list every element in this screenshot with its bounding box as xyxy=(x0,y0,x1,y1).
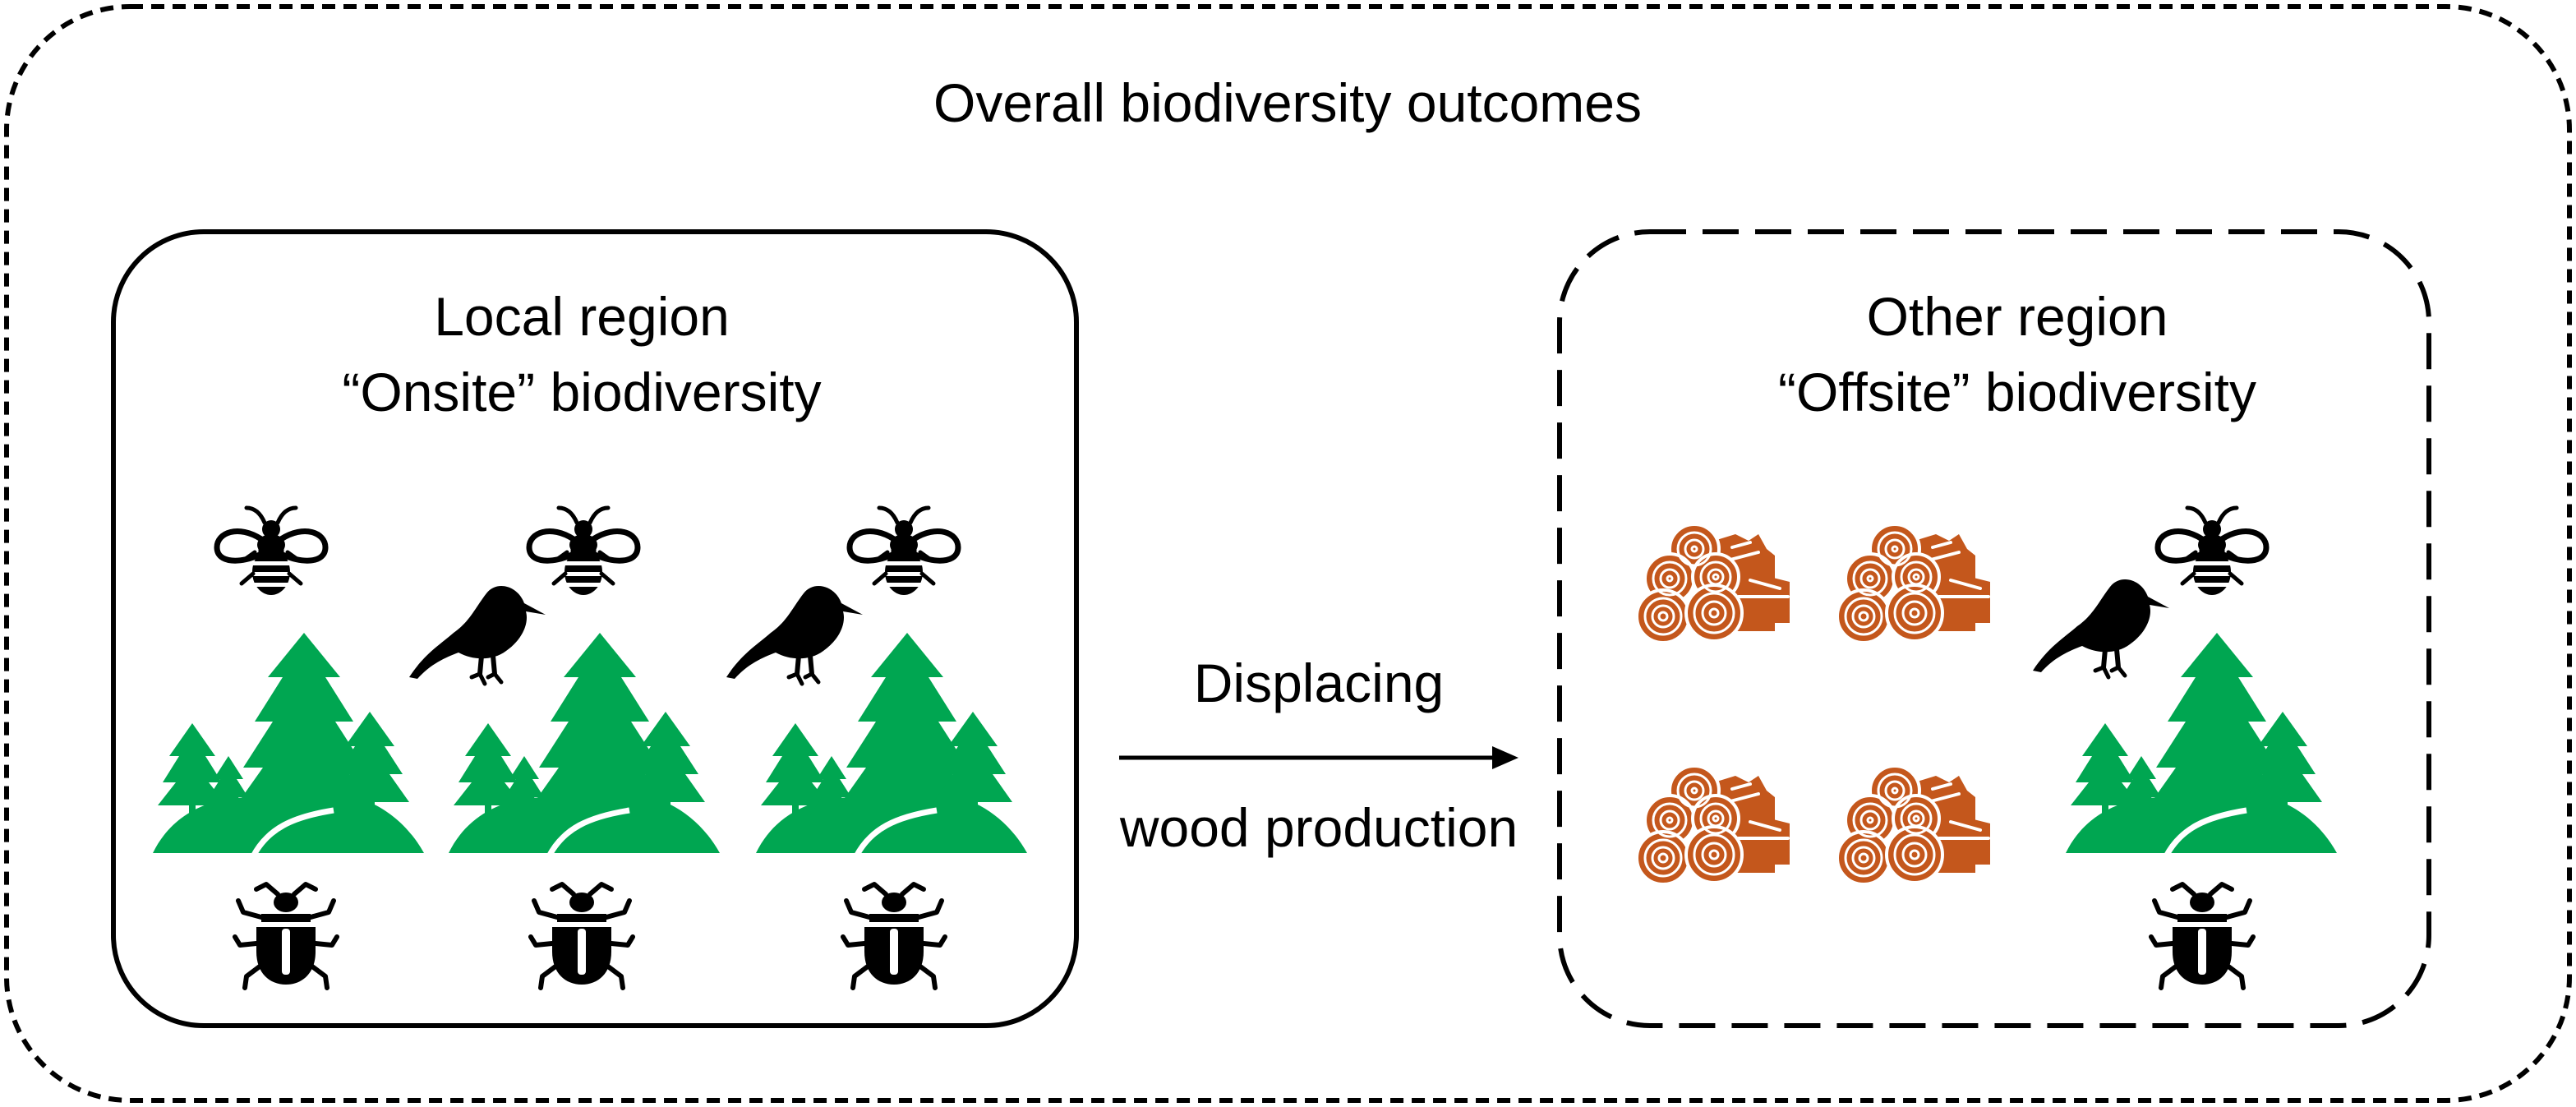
local-region-subtitle: “Onsite” biodiversity xyxy=(342,362,821,422)
other-region-title: Other region xyxy=(1867,286,2168,347)
arrow-label-bottom: wood production xyxy=(1119,797,1518,858)
diagram-title: Overall biodiversity outcomes xyxy=(933,72,1642,133)
arrow-label-top: Displacing xyxy=(1194,653,1444,713)
forest-icon xyxy=(2066,633,2337,856)
log-pile-icon xyxy=(1836,764,1992,886)
beetle-icon xyxy=(235,884,337,988)
bird-icon xyxy=(2033,579,2169,677)
other-region-subtitle: “Offsite” biodiversity xyxy=(1778,362,2256,422)
log-pile-icon xyxy=(1635,523,1791,644)
bird-icon xyxy=(726,586,863,684)
bee-icon xyxy=(529,508,638,595)
local-region-title: Local region xyxy=(434,286,730,347)
forest-icon xyxy=(153,633,424,856)
other-region-box: Other region “Offsite” biodiversity xyxy=(1557,229,2431,1028)
bee-icon xyxy=(217,508,325,595)
log-pile-icon xyxy=(1635,764,1791,886)
beetle-icon xyxy=(531,884,633,988)
local-region-box: Local region “Onsite” biodiversity xyxy=(111,229,1079,1028)
log-pile-icon xyxy=(1836,523,1992,644)
bird-icon xyxy=(409,586,546,684)
beetle-icon xyxy=(843,884,945,988)
displacement-arrow: Displacing wood production xyxy=(1119,653,1518,858)
bee-icon xyxy=(2158,508,2266,595)
overall-outcomes-boundary xyxy=(4,4,2572,1103)
bee-icon xyxy=(850,508,958,595)
forest-icon xyxy=(449,633,720,856)
beetle-icon xyxy=(2151,884,2253,988)
